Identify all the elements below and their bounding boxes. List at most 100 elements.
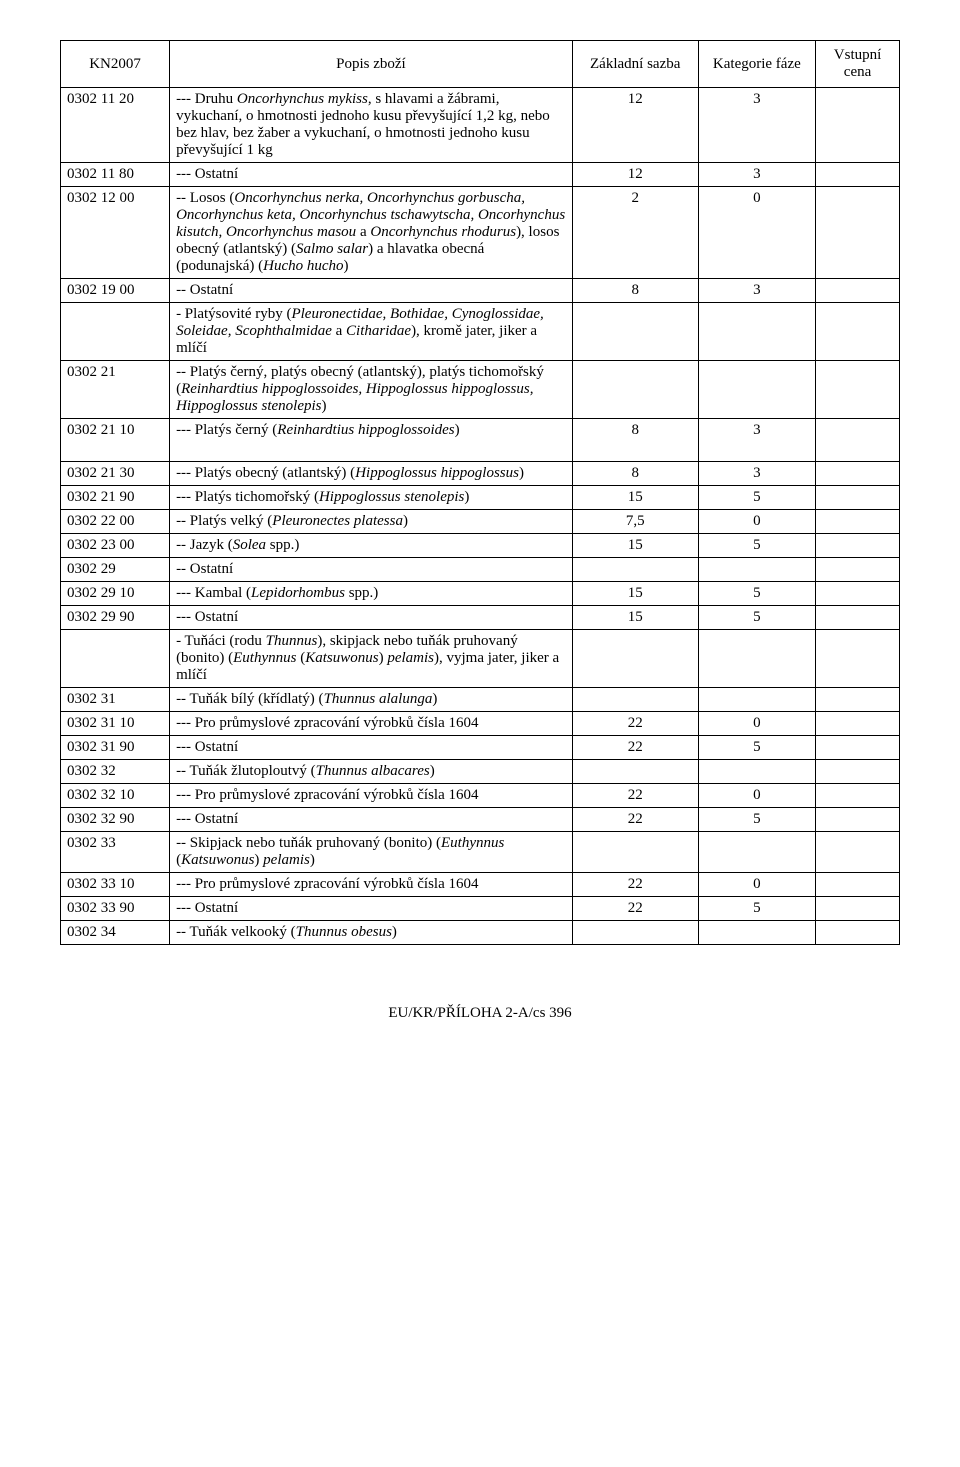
header-price: Vstupní cena <box>816 41 900 88</box>
table-row: 0302 31 90--- Ostatní225 <box>61 736 900 760</box>
cell-desc: --- Platýs obecný (atlantský) (Hippoglos… <box>170 462 573 486</box>
cell-category: 3 <box>698 279 815 303</box>
cell-code: 0302 31 90 <box>61 736 170 760</box>
cell-desc: --- Ostatní <box>170 163 573 187</box>
cell-category <box>698 921 815 945</box>
cell-desc: --- Pro průmyslové zpracování výrobků čí… <box>170 784 573 808</box>
cell-code: 0302 21 10 <box>61 419 170 462</box>
cell-price <box>816 712 900 736</box>
cell-rate: 15 <box>572 582 698 606</box>
table-header-row: KN2007 Popis zboží Základní sazba Katego… <box>61 41 900 88</box>
cell-category: 5 <box>698 808 815 832</box>
cell-price <box>816 558 900 582</box>
table-row: 0302 31-- Tuňák bílý (křídlatý) (Thunnus… <box>61 688 900 712</box>
table-row: 0302 29-- Ostatní <box>61 558 900 582</box>
table-row: 0302 34-- Tuňák velkooký (Thunnus obesus… <box>61 921 900 945</box>
cell-code: 0302 21 90 <box>61 486 170 510</box>
table-row: 0302 21 10--- Platýs černý (Reinhardtius… <box>61 419 900 462</box>
cell-desc: -- Platýs černý, platýs obecný (atlantsk… <box>170 361 573 419</box>
cell-price <box>816 582 900 606</box>
cell-price <box>816 760 900 784</box>
cell-rate <box>572 558 698 582</box>
cell-rate: 22 <box>572 897 698 921</box>
cell-rate: 15 <box>572 486 698 510</box>
cell-price <box>816 163 900 187</box>
table-row: 0302 22 00-- Platýs velký (Pleuronectes … <box>61 510 900 534</box>
cell-code <box>61 630 170 688</box>
cell-category: 0 <box>698 187 815 279</box>
cell-category <box>698 832 815 873</box>
cell-price <box>816 873 900 897</box>
cell-desc: -- Skipjack nebo tuňák pruhovaný (bonito… <box>170 832 573 873</box>
cell-category: 3 <box>698 88 815 163</box>
cell-rate <box>572 303 698 361</box>
cell-rate: 22 <box>572 712 698 736</box>
cell-code: 0302 32 <box>61 760 170 784</box>
cell-desc: -- Tuňák žlutoploutvý (Thunnus albacares… <box>170 760 573 784</box>
table-row: 0302 29 10--- Kambal (Lepidorhombus spp.… <box>61 582 900 606</box>
cell-category <box>698 303 815 361</box>
table-row: 0302 23 00-- Jazyk (Solea spp.)155 <box>61 534 900 558</box>
cell-code: 0302 29 90 <box>61 606 170 630</box>
cell-code: 0302 29 10 <box>61 582 170 606</box>
cell-desc: --- Ostatní <box>170 897 573 921</box>
cell-desc: -- Ostatní <box>170 279 573 303</box>
table-row: 0302 21-- Platýs černý, platýs obecný (a… <box>61 361 900 419</box>
cell-rate: 12 <box>572 88 698 163</box>
cell-desc: --- Ostatní <box>170 736 573 760</box>
cell-category: 0 <box>698 712 815 736</box>
cell-category: 5 <box>698 736 815 760</box>
cell-desc: - Platýsovité ryby (Pleuronectidae, Both… <box>170 303 573 361</box>
header-code: KN2007 <box>61 41 170 88</box>
cell-price <box>816 688 900 712</box>
cell-desc: -- Jazyk (Solea spp.) <box>170 534 573 558</box>
cell-desc: --- Kambal (Lepidorhombus spp.) <box>170 582 573 606</box>
cell-desc: -- Ostatní <box>170 558 573 582</box>
cell-price <box>816 808 900 832</box>
cell-category: 5 <box>698 486 815 510</box>
cell-code: 0302 23 00 <box>61 534 170 558</box>
table-row: 0302 21 90--- Platýs tichomořský (Hippog… <box>61 486 900 510</box>
table-row: 0302 19 00-- Ostatní83 <box>61 279 900 303</box>
cell-desc: --- Ostatní <box>170 808 573 832</box>
table-row: 0302 12 00-- Losos (Oncorhynchus nerka, … <box>61 187 900 279</box>
table-row: 0302 29 90--- Ostatní155 <box>61 606 900 630</box>
table-row: 0302 11 20--- Druhu Oncorhynchus mykiss,… <box>61 88 900 163</box>
cell-desc: -- Tuňák bílý (křídlatý) (Thunnus alalun… <box>170 688 573 712</box>
header-rate: Základní sazba <box>572 41 698 88</box>
cell-rate: 22 <box>572 808 698 832</box>
cell-desc: --- Pro průmyslové zpracování výrobků čí… <box>170 712 573 736</box>
tariff-table: KN2007 Popis zboží Základní sazba Katego… <box>60 40 900 945</box>
cell-code: 0302 32 10 <box>61 784 170 808</box>
cell-code: 0302 33 <box>61 832 170 873</box>
cell-rate <box>572 832 698 873</box>
cell-code: 0302 29 <box>61 558 170 582</box>
cell-desc: --- Druhu Oncorhynchus mykiss, s hlavami… <box>170 88 573 163</box>
table-row: 0302 33 10--- Pro průmyslové zpracování … <box>61 873 900 897</box>
cell-rate <box>572 688 698 712</box>
table-row: 0302 31 10--- Pro průmyslové zpracování … <box>61 712 900 736</box>
cell-rate: 8 <box>572 462 698 486</box>
table-row: - Platýsovité ryby (Pleuronectidae, Both… <box>61 303 900 361</box>
cell-desc: - Tuňáci (rodu Thunnus), skipjack nebo t… <box>170 630 573 688</box>
cell-rate <box>572 760 698 784</box>
cell-rate: 22 <box>572 873 698 897</box>
cell-code: 0302 11 80 <box>61 163 170 187</box>
cell-price <box>816 510 900 534</box>
cell-rate: 15 <box>572 606 698 630</box>
table-row: 0302 33 90--- Ostatní225 <box>61 897 900 921</box>
cell-price <box>816 419 900 462</box>
cell-desc: --- Platýs černý (Reinhardtius hippoglos… <box>170 419 573 462</box>
cell-desc: -- Losos (Oncorhynchus nerka, Oncorhynch… <box>170 187 573 279</box>
cell-desc: -- Platýs velký (Pleuronectes platessa) <box>170 510 573 534</box>
cell-category <box>698 361 815 419</box>
cell-rate: 8 <box>572 279 698 303</box>
table-row: - Tuňáci (rodu Thunnus), skipjack nebo t… <box>61 630 900 688</box>
cell-category <box>698 558 815 582</box>
cell-code: 0302 31 10 <box>61 712 170 736</box>
cell-price <box>816 630 900 688</box>
cell-code: 0302 34 <box>61 921 170 945</box>
cell-code: 0302 33 90 <box>61 897 170 921</box>
cell-desc: --- Ostatní <box>170 606 573 630</box>
cell-code: 0302 33 10 <box>61 873 170 897</box>
